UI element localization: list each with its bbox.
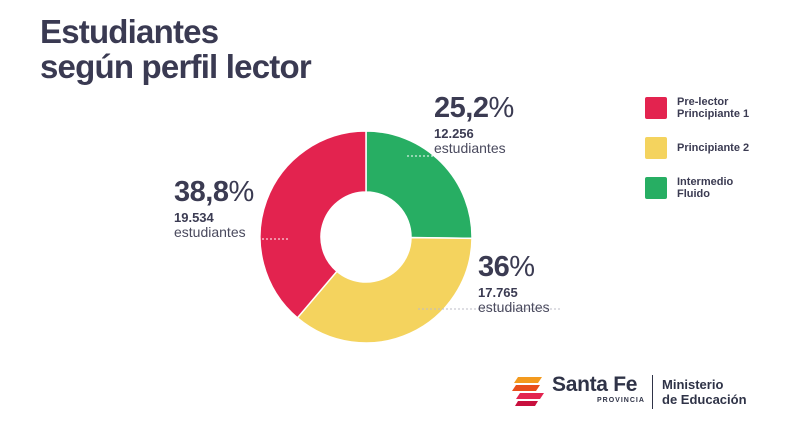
legend-label-line1: Pre-lector xyxy=(677,96,729,108)
ministry-line1: Ministerio xyxy=(662,377,724,392)
ministry-name: Ministerio de Educación xyxy=(662,377,747,407)
legend-label-line2: Principiante 1 xyxy=(677,108,750,120)
data-label-prelector-percent: 38,8% xyxy=(174,176,254,208)
brand-name: Santa Fe xyxy=(552,373,638,396)
ministry-line2: de Educación xyxy=(662,392,747,407)
legend: Pre-lector Principiante 1 Principiante 2… xyxy=(645,94,787,214)
donut-slice-pre-lector-principiante-1 xyxy=(259,130,367,319)
legend-swatch-green-icon xyxy=(645,177,667,199)
data-label-prelector-unit: estudiantes xyxy=(174,224,246,240)
data-label-intermedio: 25,2% 12.256 estudiantes xyxy=(434,92,514,156)
data-label-principiante2-count: 17.765 xyxy=(478,285,518,300)
data-label-intermedio-unit: estudiantes xyxy=(434,140,506,156)
chart-title-line1: Estudiantes xyxy=(40,13,219,50)
legend-item-prelector: Pre-lector Principiante 1 xyxy=(645,94,787,122)
legend-label: Pre-lector Principiante 1 xyxy=(677,96,787,120)
legend-label-line1: Principiante 2 xyxy=(677,142,750,154)
legend-swatch-red-icon xyxy=(645,97,667,119)
chart-title-line2: según perfil lector xyxy=(40,48,312,85)
santa-fe-logo-icon xyxy=(512,377,544,406)
donut-slice-intermedio-fluido xyxy=(365,130,473,240)
legend-item-principiante2: Principiante 2 xyxy=(645,134,787,162)
legend-label: Intermedio Fluido xyxy=(677,176,787,200)
legend-label: Principiante 2 xyxy=(677,142,787,154)
data-label-prelector: 38,8% 19.534 estudiantes xyxy=(174,176,254,240)
data-label-intermedio-count: 12.256 xyxy=(434,126,474,141)
legend-item-intermedio: Intermedio Fluido xyxy=(645,174,787,202)
data-label-principiante2: 36% 17.765 estudiantes xyxy=(478,251,550,315)
donut-slice-principiante-2 xyxy=(296,236,473,344)
data-label-principiante2-unit: estudiantes xyxy=(478,299,550,315)
legend-label-line1: Intermedio xyxy=(677,176,734,188)
data-label-intermedio-percent: 25,2% xyxy=(434,92,514,124)
data-label-principiante2-percent: 36% xyxy=(478,251,535,283)
data-label-prelector-count: 19.534 xyxy=(174,210,214,225)
legend-swatch-yellow-icon xyxy=(645,137,667,159)
brand-sub: PROVINCIA xyxy=(597,397,645,404)
footer-divider xyxy=(652,375,653,409)
chart-title: Estudiantes según perfil lector xyxy=(40,13,312,85)
legend-label-line2: Fluido xyxy=(677,188,710,200)
